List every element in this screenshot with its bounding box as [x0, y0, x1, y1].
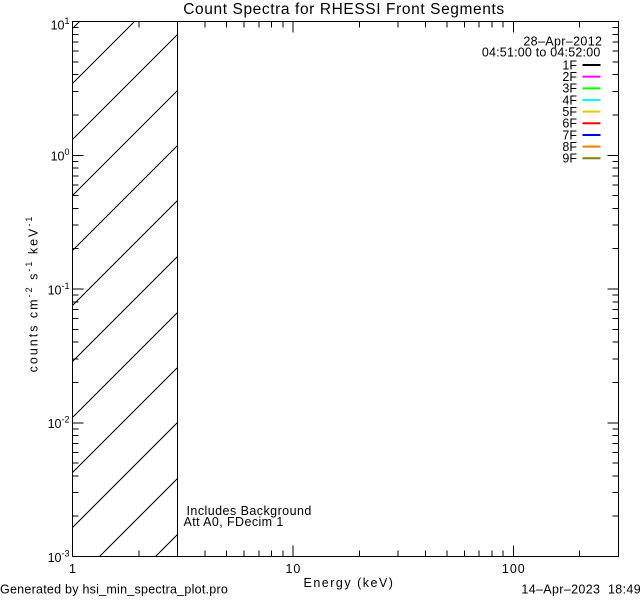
svg-text:Generated by hsi_min_spectra_p: Generated by hsi_min_spectra_plot.pro — [0, 583, 228, 597]
svg-text:100: 100 — [502, 562, 526, 576]
svg-text:14–Apr–2023 18:49: 14–Apr–2023 18:49 — [521, 583, 640, 597]
svg-text:1F: 1F — [562, 58, 577, 72]
svg-text:28–Apr–2012: 28–Apr–2012 — [523, 34, 602, 48]
svg-text:4F: 4F — [562, 93, 577, 107]
svg-text:10: 10 — [285, 562, 301, 576]
svg-text:2F: 2F — [562, 70, 577, 84]
svg-text:counts cm-2 s-1 keV-1: counts cm-2 s-1 keV-1 — [24, 215, 40, 373]
svg-text:Att A0, FDecim 1: Att A0, FDecim 1 — [184, 515, 284, 529]
svg-text:5F: 5F — [562, 105, 577, 119]
svg-text:04:51:00 to 04:52:00: 04:51:00 to 04:52:00 — [482, 45, 601, 59]
svg-text:6F: 6F — [562, 117, 577, 131]
svg-text:8F: 8F — [562, 140, 577, 154]
svg-text:Includes Background: Includes Background — [187, 504, 312, 518]
svg-text:Energy (keV): Energy (keV) — [304, 576, 395, 590]
svg-text:1: 1 — [69, 562, 77, 576]
svg-text:9F: 9F — [562, 152, 577, 166]
svg-text:3F: 3F — [562, 82, 577, 96]
svg-text:7F: 7F — [562, 128, 577, 142]
svg-text:Count Spectra for RHESSI Front: Count Spectra for RHESSI Front Segments — [183, 1, 504, 18]
